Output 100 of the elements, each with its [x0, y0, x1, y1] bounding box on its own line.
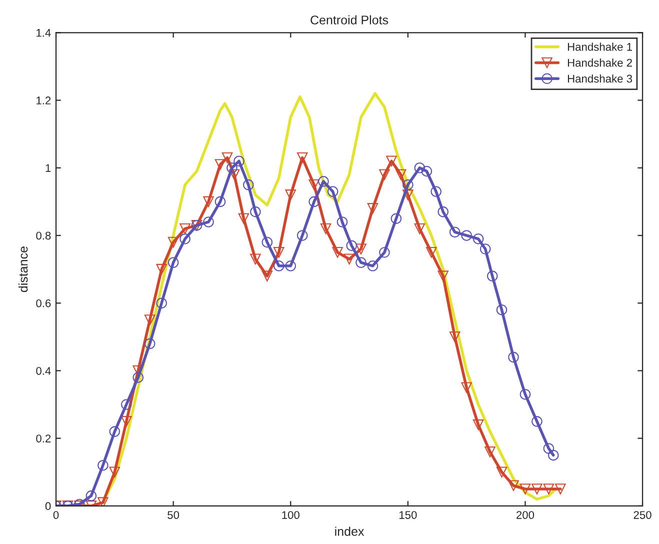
point — [486, 270, 498, 282]
point — [86, 490, 97, 502]
point — [214, 196, 226, 208]
point — [250, 254, 261, 265]
y-tick-label: 1.2 — [36, 96, 51, 104]
point — [472, 233, 484, 244]
point — [98, 497, 108, 506]
point — [508, 480, 519, 492]
point — [318, 176, 329, 187]
point — [156, 264, 167, 275]
point — [203, 196, 214, 208]
point — [336, 216, 348, 228]
point — [414, 162, 426, 174]
point — [520, 388, 531, 400]
point — [308, 196, 320, 208]
point — [250, 206, 261, 218]
legend-label: Handshake 1 — [568, 42, 632, 51]
point — [109, 426, 120, 437]
y-axis-title: distance — [18, 246, 28, 292]
point — [168, 236, 179, 248]
point — [555, 484, 566, 494]
point — [379, 246, 390, 258]
point — [421, 166, 432, 177]
point — [402, 179, 414, 190]
point — [496, 466, 508, 478]
point — [496, 304, 508, 316]
point — [203, 216, 214, 228]
point — [356, 244, 366, 254]
y-tick-label: 0.4 — [36, 366, 51, 375]
point — [180, 223, 190, 234]
point — [285, 260, 296, 272]
point — [379, 169, 390, 180]
x-tick-label: 0 — [53, 511, 59, 519]
point — [426, 246, 437, 258]
point — [320, 223, 332, 234]
legend-label: Handshake 2 — [568, 58, 632, 67]
point — [548, 450, 559, 461]
point — [109, 466, 120, 478]
point — [327, 186, 338, 197]
point — [144, 314, 156, 326]
point — [121, 416, 132, 427]
point — [438, 206, 448, 218]
chart-title: Centroid Plots — [310, 15, 388, 24]
point — [508, 352, 519, 363]
point — [344, 254, 355, 265]
point — [356, 257, 366, 268]
y-tick-label: 1 — [46, 164, 51, 172]
y-tick-label: 0.8 — [36, 232, 51, 240]
point — [243, 179, 254, 190]
y-tick-label: 0.6 — [36, 299, 51, 308]
point — [390, 213, 402, 224]
point — [449, 332, 460, 342]
point — [461, 230, 472, 241]
point — [180, 233, 190, 244]
point — [532, 484, 542, 494]
point — [543, 484, 554, 494]
point — [274, 246, 284, 258]
x-tick-label: 200 — [516, 511, 534, 519]
point — [144, 338, 156, 350]
point — [543, 443, 554, 454]
point — [346, 240, 357, 251]
x-axis-title: index — [335, 526, 364, 536]
point — [222, 152, 233, 164]
point — [396, 169, 406, 180]
x-tick-label: 50 — [168, 511, 180, 519]
point — [228, 169, 240, 180]
point — [520, 484, 531, 494]
point — [414, 223, 426, 234]
point — [449, 226, 460, 238]
point — [438, 270, 448, 282]
point — [121, 399, 132, 410]
point — [308, 179, 320, 190]
point — [296, 230, 308, 241]
point — [285, 190, 296, 200]
point — [168, 257, 179, 268]
point — [132, 372, 144, 383]
point — [274, 260, 284, 272]
point — [238, 213, 250, 224]
point — [262, 270, 273, 282]
point — [332, 246, 343, 258]
point — [484, 446, 496, 458]
point — [262, 236, 273, 248]
point — [226, 162, 238, 174]
point — [296, 152, 308, 164]
point — [214, 159, 226, 170]
y-tick-label: 1.4 — [36, 29, 51, 37]
point — [430, 186, 442, 197]
point — [461, 382, 472, 393]
point — [480, 244, 491, 254]
point — [386, 156, 397, 166]
point — [367, 203, 378, 214]
point — [234, 156, 244, 166]
x-tick-label: 250 — [634, 511, 652, 519]
point — [98, 460, 108, 471]
point — [472, 419, 484, 430]
x-tick-label: 150 — [400, 511, 417, 519]
point — [402, 190, 414, 200]
legend-label: Handshake 3 — [568, 74, 632, 83]
y-tick-label: 0.2 — [36, 434, 51, 442]
point — [532, 416, 542, 427]
